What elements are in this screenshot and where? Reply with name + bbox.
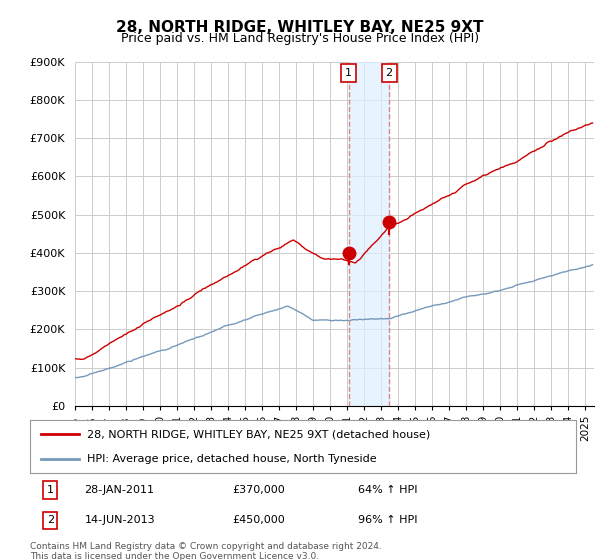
Text: 1: 1: [345, 68, 352, 78]
Text: Contains HM Land Registry data © Crown copyright and database right 2024.
This d: Contains HM Land Registry data © Crown c…: [30, 542, 382, 560]
Text: 28, NORTH RIDGE, WHITLEY BAY, NE25 9XT: 28, NORTH RIDGE, WHITLEY BAY, NE25 9XT: [116, 20, 484, 35]
Text: HPI: Average price, detached house, North Tyneside: HPI: Average price, detached house, Nort…: [88, 454, 377, 464]
Text: 64% ↑ HPI: 64% ↑ HPI: [358, 485, 417, 495]
Text: £370,000: £370,000: [232, 485, 285, 495]
Text: 2: 2: [386, 68, 392, 78]
Text: Price paid vs. HM Land Registry's House Price Index (HPI): Price paid vs. HM Land Registry's House …: [121, 32, 479, 45]
Text: £450,000: £450,000: [232, 515, 285, 525]
Bar: [349, 62, 389, 406]
Text: 14-JUN-2013: 14-JUN-2013: [85, 515, 155, 525]
Text: 96% ↑ HPI: 96% ↑ HPI: [358, 515, 417, 525]
Text: 2: 2: [47, 515, 54, 525]
Text: 28-JAN-2011: 28-JAN-2011: [85, 485, 155, 495]
Text: 28, NORTH RIDGE, WHITLEY BAY, NE25 9XT (detached house): 28, NORTH RIDGE, WHITLEY BAY, NE25 9XT (…: [88, 430, 431, 440]
Text: 1: 1: [47, 485, 54, 495]
